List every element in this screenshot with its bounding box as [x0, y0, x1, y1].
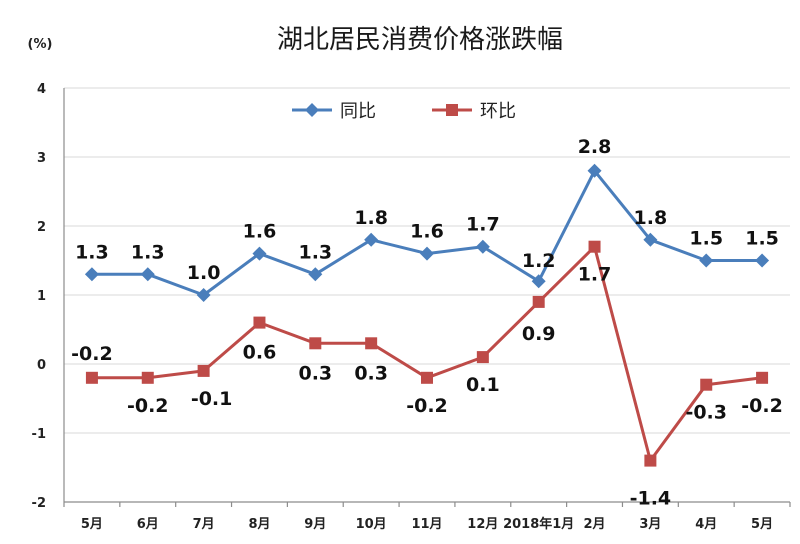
chart-title: 湖北居民消费价格涨跌幅	[277, 25, 563, 55]
data-point-diamond	[420, 246, 434, 261]
y-axis-unit-label: (%)	[28, 37, 53, 52]
x-tick-label: 4月	[695, 517, 717, 532]
data-label: -0.2	[71, 343, 113, 365]
data-point-square	[644, 454, 657, 467]
data-label: 2.8	[578, 136, 612, 158]
data-label: 1.3	[298, 241, 332, 263]
data-label: 0.3	[354, 362, 388, 384]
data-label: 0.6	[243, 342, 277, 364]
data-point-square	[756, 371, 769, 384]
data-label: 1.7	[466, 214, 500, 236]
data-label: 1.2	[522, 250, 556, 272]
data-label: 1.0	[187, 262, 221, 284]
data-point-diamond	[140, 267, 155, 282]
y-tick-label: 1	[37, 289, 46, 304]
axes: -2 -1 0 1 2 3 4 5月 6月 7月 8月 9月 10月 11月 12月 2018年1月 2月 3月 4…	[32, 82, 791, 532]
data-point-square	[365, 337, 378, 350]
data-label: 1.5	[745, 228, 779, 250]
data-label: -1.4	[630, 488, 672, 510]
x-tick-label: 5月	[751, 517, 773, 532]
legend-marker	[446, 104, 458, 116]
data-point-square	[141, 371, 154, 384]
data-point-square	[253, 316, 266, 329]
data-point-square	[588, 240, 601, 253]
data-label: 0.3	[298, 362, 332, 384]
y-tick-label: -2	[32, 496, 46, 511]
y-tick-label: -1	[32, 427, 46, 442]
data-label: 1.5	[689, 228, 723, 250]
data-label: 1.6	[243, 221, 277, 243]
data-point-diamond	[364, 232, 379, 247]
data-point-square	[421, 371, 433, 384]
data-label: 1.3	[75, 241, 109, 263]
x-tick-label: 6月	[137, 517, 159, 532]
legend-label: 同比	[340, 101, 376, 122]
y-tick-label: 3	[37, 151, 46, 166]
data-point-square	[700, 378, 713, 391]
data-point-diamond	[531, 274, 546, 289]
x-tick-label: 10月	[356, 517, 387, 532]
data-label: 1.3	[131, 241, 165, 263]
data-label: -0.3	[685, 402, 727, 424]
data-point-square	[197, 364, 210, 377]
data-point-diamond	[643, 232, 658, 247]
x-tick-label: 12月	[467, 517, 498, 532]
data-point-square	[309, 337, 322, 350]
data-label: 1.6	[410, 221, 444, 243]
data-point-square	[476, 351, 489, 364]
legend-marker	[305, 103, 319, 117]
data-point-diamond	[196, 288, 211, 302]
legend-label: 环比	[480, 101, 516, 122]
data-label: -0.1	[191, 388, 233, 410]
y-tick-label: 4	[37, 82, 46, 97]
x-tick-label: 2018年1月	[503, 516, 574, 532]
y-tick-label: 0	[37, 358, 46, 373]
data-point-diamond	[84, 267, 99, 282]
data-point-diamond	[252, 246, 267, 261]
data-point-diamond	[475, 239, 490, 254]
y-tick-label: 2	[37, 220, 46, 235]
data-point-diamond	[587, 163, 602, 178]
data-point-square	[532, 295, 545, 308]
x-tick-label: 7月	[193, 517, 215, 532]
x-tick-label: 3月	[639, 517, 661, 532]
x-tick-label: 5月	[81, 517, 103, 532]
data-labels: 1.3 1.3 1.0 1.6 1.3 1.8 1.6 1.7 1.2 2.8 1.8 1.5 1.5 -…	[71, 136, 783, 510]
data-point-diamond	[699, 253, 714, 268]
data-label: 1.8	[634, 207, 668, 229]
x-tick-label: 9月	[304, 517, 326, 532]
x-tick-label: 2月	[584, 517, 606, 532]
data-point-diamond	[755, 253, 770, 268]
series-layer	[84, 163, 770, 467]
data-point-diamond	[308, 267, 323, 282]
data-label: -0.2	[127, 395, 169, 417]
gridlines	[64, 87, 790, 503]
legend: 同比 环比	[292, 101, 516, 122]
data-label: 0.1	[466, 374, 500, 396]
data-label: 1.8	[354, 207, 388, 229]
data-label: 1.7	[578, 264, 612, 286]
x-tick-label: 8月	[248, 517, 270, 532]
data-point-square	[85, 371, 98, 384]
data-label: -0.2	[406, 395, 448, 417]
x-tick-label: 11月	[411, 517, 442, 532]
data-label: 0.9	[522, 323, 556, 345]
data-label: -0.2	[741, 395, 783, 417]
